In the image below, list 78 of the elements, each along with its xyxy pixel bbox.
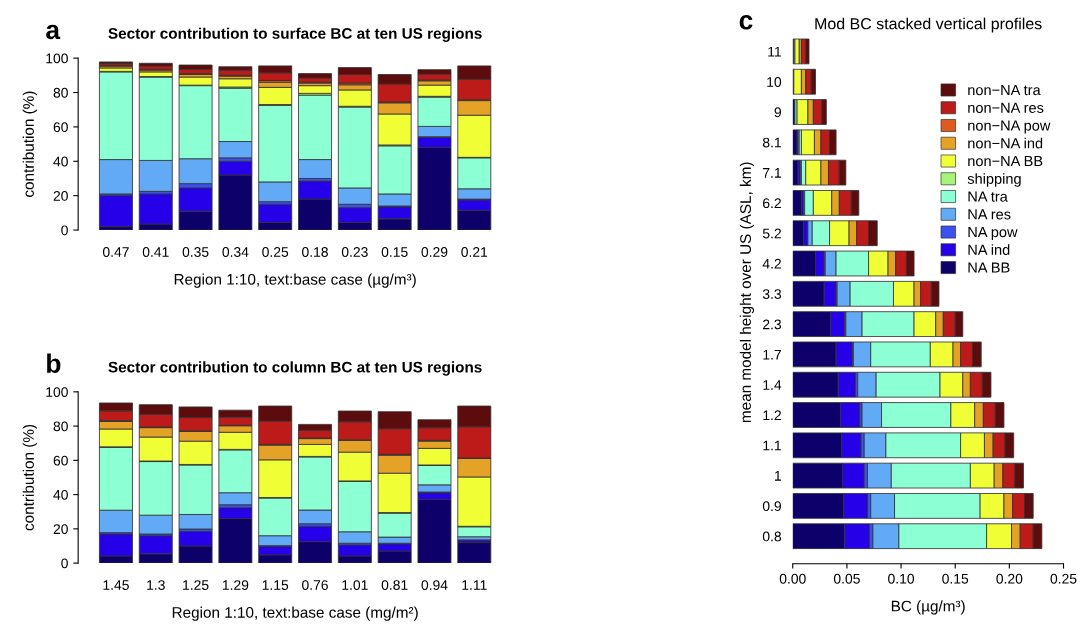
y-axis-title: contribution (%) [22,424,37,531]
text: c [739,15,753,30]
text: a [46,24,61,40]
x-tick-label: 0.15 [942,573,969,584]
y-tick-label: 40 [53,489,68,500]
y-tick-label: 40 [53,156,68,167]
x-tick-label: 0.94 [421,580,448,590]
x-tick-label: 0.47 [102,247,129,257]
y-tick-label: 0.9 [762,501,781,512]
y-tick-label: 7.1 [763,168,781,178]
y-tick-label: 80 [53,87,68,98]
legend-label: non−NA ind [968,137,1043,149]
x-tick-label: 0.25 [262,247,289,257]
y-tick-label: 80 [53,421,68,432]
y-tick-label: 0 [61,558,68,569]
legend-label: non−NA tra [968,84,1041,96]
y-tick-label: 1.4 [763,380,782,390]
legend-label: non−NA pow [968,120,1051,134]
y-tick-label: 1.2 [763,410,781,421]
y-tick-label: 4.2 [762,258,781,269]
x-axis-title: BC (µg/m³) [891,600,965,615]
y-tick-label: 3.3 [762,289,782,299]
legend-label: NA pow [968,227,1018,241]
x-tick-label: 1.01 [342,580,368,590]
x-tick-label: 0.81 [381,580,408,590]
y-tick-label: 0.8 [762,531,782,542]
y-tick-label: 5.2 [762,228,781,239]
y-tick-label: 60 [53,455,68,466]
x-tick-label: 0.10 [888,573,915,584]
x-axis-title: Region 1:10, text:base case (µg/m³) [174,273,416,288]
y-tick-label: 1.1 [763,440,781,451]
x-tick-label: 1.45 [103,580,129,590]
y-tick-label: 10 [767,77,782,87]
x-tick-label: 0.41 [142,247,169,257]
x-tick-label: 0.76 [302,580,328,590]
y-tick-label: 6.2 [763,198,781,209]
legend-label: NA BB [968,262,1010,273]
y-tick-label: 60 [53,122,68,133]
x-tick-label: 0.20 [996,573,1023,584]
x-tick-label: 1.25 [183,580,209,590]
legend-label: non−NA res [968,102,1044,113]
legend-label: NA res [968,209,1011,220]
x-tick-label: 1.11 [462,580,487,590]
x-tick-label: 0.25 [1050,573,1077,584]
x-tick-label: 0.18 [302,247,328,257]
chart-title: Sector contribution to column BC at ten US regions [108,361,482,376]
y-tick-label: 11 [768,46,781,57]
x-tick-label: 0.21 [461,247,488,257]
x-tick-label: 1.3 [147,580,165,590]
x-tick-label: 0.00 [779,573,806,584]
legend-label: NA tra [968,191,1008,202]
x-tick-label: 1.15 [262,580,289,590]
chart-title: Sector contribution to surface BC at ten US regions [108,27,482,42]
x-tick-label: 0.35 [182,247,209,257]
chart-title: Mod BC stacked vertical profiles [815,17,1042,33]
legend-label: NA ind [968,244,1010,255]
legend-label: shipping [967,173,1021,187]
y-tick-label: 8.1 [762,137,781,148]
x-tick-label: 0.05 [833,573,860,584]
y-tick-label: 1 [774,471,781,481]
y-tick-label: 9 [774,107,781,118]
y-tick-label: 100 [46,53,68,64]
y-axis-title: mean model height over US (ASL, km) [739,162,755,423]
x-axis-title: Region 1:10, text:base case (mg/m²) [172,606,418,621]
y-tick-label: 2.3 [763,319,782,330]
y-tick-label: 0 [61,225,68,236]
y-tick-label: 1.7 [763,349,781,360]
y-tick-label: 100 [46,387,68,398]
x-tick-label: 0.15 [381,247,408,257]
y-tick-label: 20 [53,191,68,201]
text: b [47,353,61,373]
x-tick-label: 0.23 [341,247,368,257]
x-tick-label: 0.29 [421,247,448,257]
y-tick-label: 20 [53,524,68,535]
x-tick-label: 1.29 [222,580,249,590]
y-axis-title: contribution (%) [22,91,37,197]
legend-label: non−NA BB [968,156,1043,167]
x-tick-label: 0.34 [222,247,249,257]
